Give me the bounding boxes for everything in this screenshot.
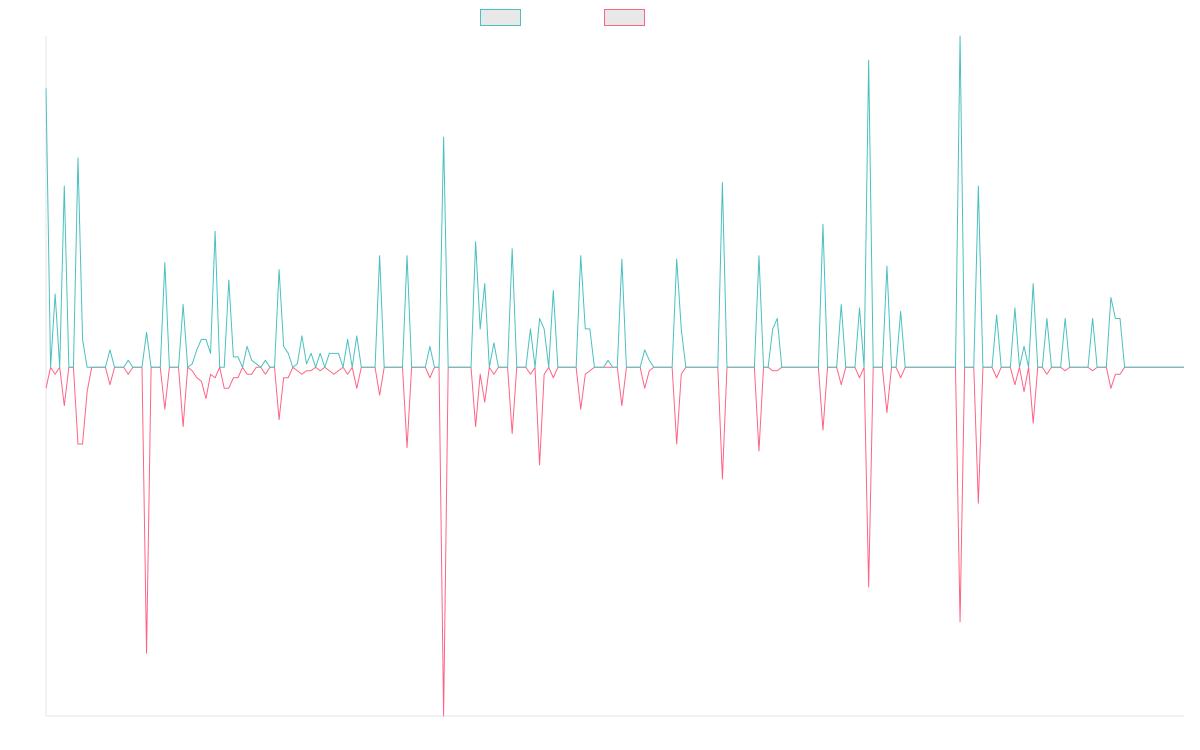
legend-swatch-2[interactable] [604, 9, 645, 26]
series-line-1 [45, 35, 1184, 368]
legend[interactable] [480, 9, 645, 26]
series-line-2 [45, 366, 1184, 717]
axes [45, 36, 1184, 717]
series-layer [45, 35, 1184, 717]
legend-swatch-1[interactable] [480, 9, 521, 26]
